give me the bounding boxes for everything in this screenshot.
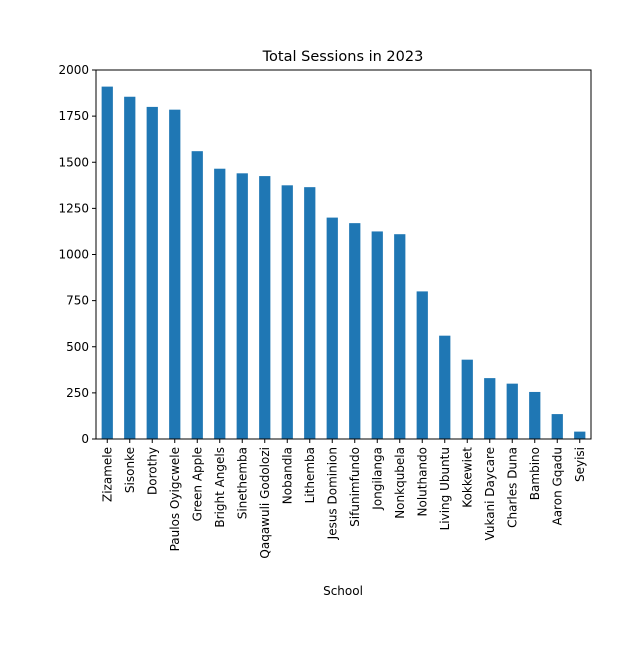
bar — [236, 173, 248, 439]
y-tick-label: 1000 — [58, 248, 89, 262]
bar — [371, 231, 383, 439]
plot-frame — [95, 69, 592, 440]
y-tick-label: 0 — [81, 432, 89, 446]
bar — [101, 86, 113, 440]
x-tick-label: Paulos Oyigcwele — [168, 447, 182, 551]
x-tick-label: Seyisi — [573, 447, 587, 482]
bar — [169, 109, 181, 440]
x-tick-label: Jesus Dominion — [325, 447, 339, 540]
bar — [214, 168, 226, 439]
bar — [484, 378, 496, 439]
bar — [439, 335, 451, 439]
x-tick-label: Charles Duna — [505, 447, 519, 528]
y-tick-label: 750 — [66, 294, 89, 308]
bars-group — [101, 86, 586, 440]
x-tick-label: Bright Angels — [213, 447, 227, 528]
bar — [349, 223, 361, 439]
y-tick-label: 250 — [66, 386, 89, 400]
bar — [461, 359, 473, 439]
x-axis: Zizamele Sisonke Dorothy Paulos Oyigcwele Gr… — [100, 439, 587, 559]
x-tick-label: Noluthando — [415, 447, 429, 517]
x-tick-label: Green Apple — [190, 447, 204, 521]
x-tick-label: Vukani Daycare — [483, 447, 497, 541]
y-axis: 0 250 500 750 1000 1250 1500 1750 2000 — [58, 63, 96, 446]
x-tick-label: Qaqawuli Godolozi — [258, 447, 272, 559]
x-tick-label: Nonkqubela — [393, 447, 407, 519]
bar — [259, 176, 271, 439]
x-tick-label: Sisonke — [123, 447, 137, 493]
x-tick-label: Bambino — [528, 447, 542, 500]
y-tick-label: 500 — [66, 340, 89, 354]
x-tick-label: Aaron Gqadu — [550, 447, 564, 526]
x-tick-label: Nobandla — [280, 447, 294, 504]
x-tick-label: Lithemba — [303, 447, 317, 503]
bar — [326, 217, 338, 439]
bar — [574, 431, 586, 439]
bar — [124, 96, 136, 439]
bar — [146, 106, 158, 440]
bar — [394, 234, 406, 439]
bar — [506, 383, 518, 439]
x-tick-label: Zizamele — [100, 447, 114, 502]
x-tick-label: Dorothy — [145, 447, 159, 495]
bar — [416, 291, 428, 439]
y-tick-label: 1250 — [58, 201, 89, 215]
x-tick-label: Sinethemba — [235, 447, 249, 519]
bar — [191, 151, 203, 439]
x-tick-label: Kokkewiet — [460, 447, 474, 508]
x-tick-label: Living Ubuntu — [438, 447, 452, 530]
bar — [281, 185, 293, 439]
bar — [551, 414, 563, 439]
x-tick-label: Jongilanga — [370, 447, 384, 511]
y-tick-label: 2000 — [58, 63, 89, 77]
chart-title: Total Sessions in 2023 — [262, 49, 424, 65]
y-tick-label: 1500 — [58, 155, 89, 169]
y-tick-label: 1750 — [58, 109, 89, 123]
bar — [529, 391, 541, 439]
x-axis-label: School — [323, 584, 363, 598]
bar — [304, 187, 316, 439]
x-tick-label: Sifunimfundo — [348, 447, 362, 527]
